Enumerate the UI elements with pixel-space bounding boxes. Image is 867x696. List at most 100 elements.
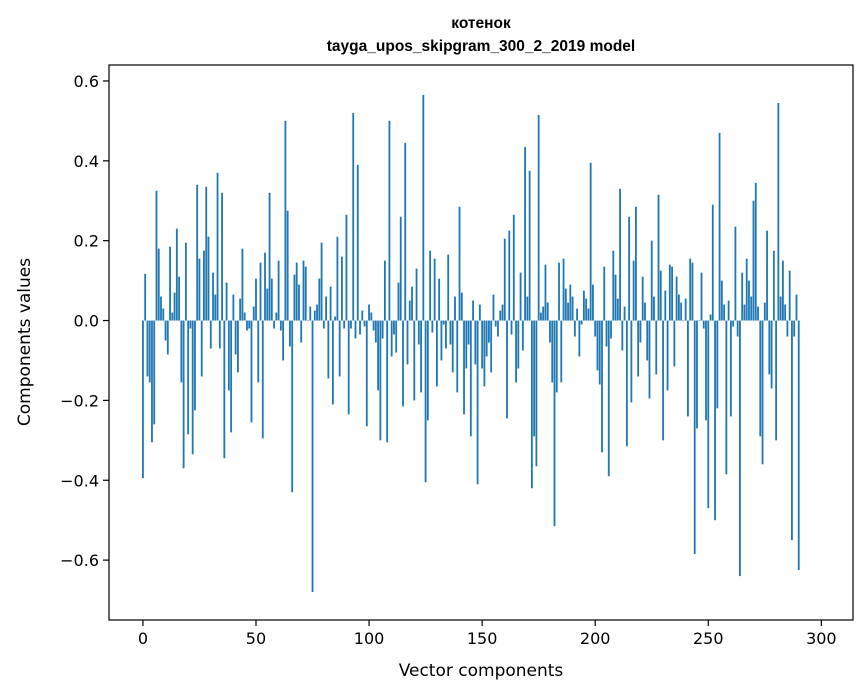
bar-57: [270, 278, 273, 321]
bar-153: [488, 320, 490, 343]
x-tick-label-0: 0: [138, 629, 148, 648]
bar-289: [795, 294, 798, 321]
bar-56: [268, 192, 271, 321]
bar-119: [411, 286, 413, 321]
bar-2: [146, 320, 149, 377]
bar-209: [614, 274, 617, 321]
bar-257: [723, 304, 726, 321]
bar-193: [578, 320, 581, 357]
bar-47: [248, 320, 251, 329]
bar-120: [413, 320, 416, 401]
bar-196: [585, 298, 588, 321]
bar-7: [157, 248, 160, 321]
bar-197: [587, 308, 590, 321]
bar-70: [300, 320, 303, 343]
bar-271: [754, 182, 757, 321]
bar-10: [164, 320, 167, 341]
bar-117: [406, 320, 409, 365]
bar-31: [212, 272, 214, 321]
bar-118: [408, 300, 411, 321]
bar-65: [289, 320, 291, 347]
bar-78: [318, 278, 321, 321]
bar-225: [650, 240, 653, 321]
bar-100: [368, 304, 370, 321]
bar-198: [589, 162, 592, 321]
bar-189: [569, 284, 572, 321]
bar-135: [447, 254, 450, 321]
bar-281: [777, 102, 780, 321]
bar-58: [273, 320, 275, 329]
bar-192: [576, 308, 579, 321]
bar-181: [551, 320, 554, 383]
bar-226: [653, 296, 655, 321]
bar-204: [603, 266, 606, 321]
bar-230: [662, 320, 664, 441]
bar-122: [417, 320, 420, 345]
bar-150: [481, 320, 484, 369]
bar-45: [243, 312, 246, 321]
bar-107: [383, 260, 386, 321]
bar-158: [499, 310, 502, 321]
bar-166: [517, 320, 520, 369]
bar-82: [327, 320, 330, 379]
bar-210: [616, 298, 619, 321]
bar-35: [221, 192, 223, 321]
bar-61: [279, 320, 282, 331]
bar-201: [596, 320, 599, 371]
bar-69: [298, 284, 300, 321]
bar-249: [705, 320, 707, 421]
x-tick-label-1: 50: [246, 629, 266, 648]
bar-93: [352, 112, 355, 321]
bar-75: [311, 320, 314, 593]
bar-284: [784, 304, 787, 321]
bar-251: [709, 314, 712, 321]
bar-59: [275, 312, 278, 321]
bar-207: [610, 320, 612, 339]
bar-208: [612, 250, 615, 321]
plot-frame: [108, 64, 854, 621]
bar-50: [255, 278, 257, 321]
bar-13: [171, 312, 174, 321]
chart-title: котенок: [451, 15, 511, 32]
bar-91: [347, 320, 350, 415]
bar-185: [560, 320, 563, 383]
bar-64: [286, 210, 289, 321]
bar-14: [173, 292, 176, 321]
bar-203: [601, 320, 603, 453]
bar-74: [309, 306, 312, 321]
bar-163: [510, 320, 513, 335]
bar-126: [426, 320, 429, 421]
bar-248: [702, 320, 705, 329]
bar-25: [198, 258, 201, 321]
bar-68: [295, 262, 298, 321]
bar-140: [458, 206, 461, 321]
bar-218: [635, 206, 637, 321]
bar-250: [707, 320, 710, 509]
bar-275: [763, 302, 766, 321]
bar-71: [302, 260, 305, 321]
bar-18: [182, 320, 185, 469]
bar-278: [770, 320, 773, 389]
bar-54: [264, 252, 266, 321]
bar-79: [320, 242, 323, 321]
bar-102: [372, 320, 375, 331]
bar-44: [241, 248, 244, 321]
bar-67: [293, 274, 296, 321]
bar-175: [537, 114, 540, 321]
bar-277: [768, 320, 771, 375]
bar-187: [564, 288, 567, 321]
bar-234: [671, 266, 673, 321]
bar-287: [791, 320, 793, 541]
x-tick-label-5: 250: [693, 629, 724, 648]
bar-290: [797, 320, 800, 571]
bar-214: [625, 320, 628, 447]
bar-36: [223, 320, 226, 459]
bar-110: [390, 320, 393, 357]
bar-138: [454, 296, 456, 321]
bar-174: [535, 320, 538, 467]
bar-132: [440, 320, 443, 361]
bar-103: [374, 320, 377, 343]
bar-206: [607, 320, 610, 477]
bar-223: [646, 320, 649, 361]
bar-6: [155, 190, 158, 321]
